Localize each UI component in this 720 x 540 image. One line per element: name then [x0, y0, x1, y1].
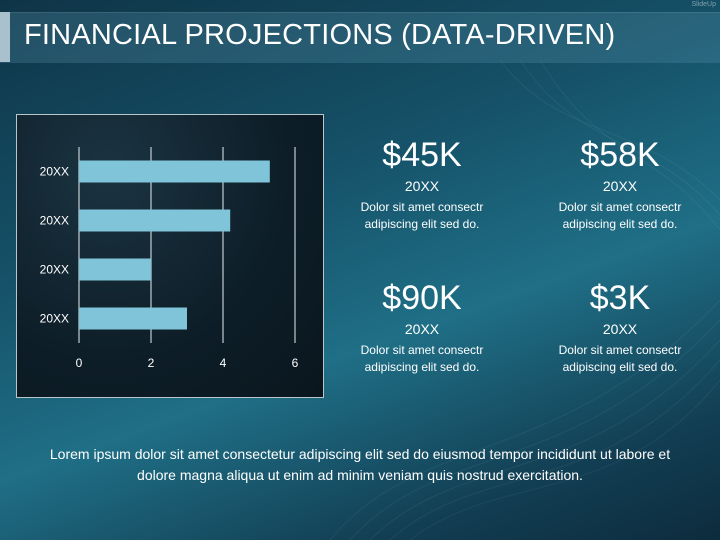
y-category-label: 20XX [40, 312, 69, 326]
y-category-label: 20XX [40, 263, 69, 277]
slide-title: FINANCIAL PROJECTIONS (DATA-DRIVEN) [24, 19, 616, 51]
title-bar [0, 12, 720, 63]
kpi-value: $90K [382, 279, 462, 317]
chart-bar [79, 258, 151, 281]
kpi-value: $45K [382, 136, 462, 174]
corner-watermark: SlideUp [691, 1, 716, 8]
kpi-value: $58K [580, 136, 660, 174]
chart-bar [79, 209, 231, 232]
bar-chart: 0 2 4 6 20XX 20XX 20XX 20XX [40, 147, 299, 370]
kpi-description-line: adipiscing elit sed do. [562, 217, 678, 231]
x-tick-label: 4 [220, 356, 227, 370]
kpi-year: 20XX [602, 178, 638, 194]
kpi-description: Dolor sit amet consectr adipiscing elit … [535, 199, 705, 233]
title-accent-bar [0, 12, 10, 62]
y-category-label: 20XX [40, 214, 69, 228]
kpi-card-4: $3K 20XX Dolor sit amet consectr adipisc… [535, 278, 705, 376]
footer-text: Lorem ipsum dolor sit amet consectetur a… [49, 446, 671, 483]
kpi-description: Dolor sit amet consectr adipiscing elit … [337, 199, 507, 233]
x-tick-label: 6 [292, 356, 299, 370]
kpi-description-line: adipiscing elit sed do. [364, 217, 480, 231]
kpi-card-2: $58K 20XX Dolor sit amet consectr adipis… [535, 135, 705, 233]
kpi-description-line: Dolor sit amet consectr [360, 343, 484, 357]
kpi-description-line: Dolor sit amet consectr [558, 343, 682, 357]
bar-chart-panel: 0 2 4 6 20XX 20XX 20XX 20XX [16, 114, 324, 398]
kpi-description-line: Dolor sit amet consectr [360, 200, 484, 214]
kpi-card-1: $45K 20XX Dolor sit amet consectr adipis… [337, 135, 507, 233]
x-tick-label: 2 [148, 356, 155, 370]
kpi-year: 20XX [404, 178, 440, 194]
chart-bar [79, 307, 187, 330]
kpi-description-line: Dolor sit amet consectr [558, 200, 682, 214]
kpi-card-3: $90K 20XX Dolor sit amet consectr adipis… [337, 278, 507, 376]
kpi-description-line: adipiscing elit sed do. [562, 360, 678, 374]
kpi-description-line: adipiscing elit sed do. [364, 360, 480, 374]
kpi-year: 20XX [602, 321, 638, 337]
chart-bar [79, 160, 270, 183]
y-category-label: 20XX [40, 165, 69, 179]
x-tick-label: 0 [76, 356, 83, 370]
kpi-value: $3K [589, 279, 651, 317]
kpi-description: Dolor sit amet consectr adipiscing elit … [337, 342, 507, 376]
kpi-description: Dolor sit amet consectr adipiscing elit … [535, 342, 705, 376]
kpi-year: 20XX [404, 321, 440, 337]
